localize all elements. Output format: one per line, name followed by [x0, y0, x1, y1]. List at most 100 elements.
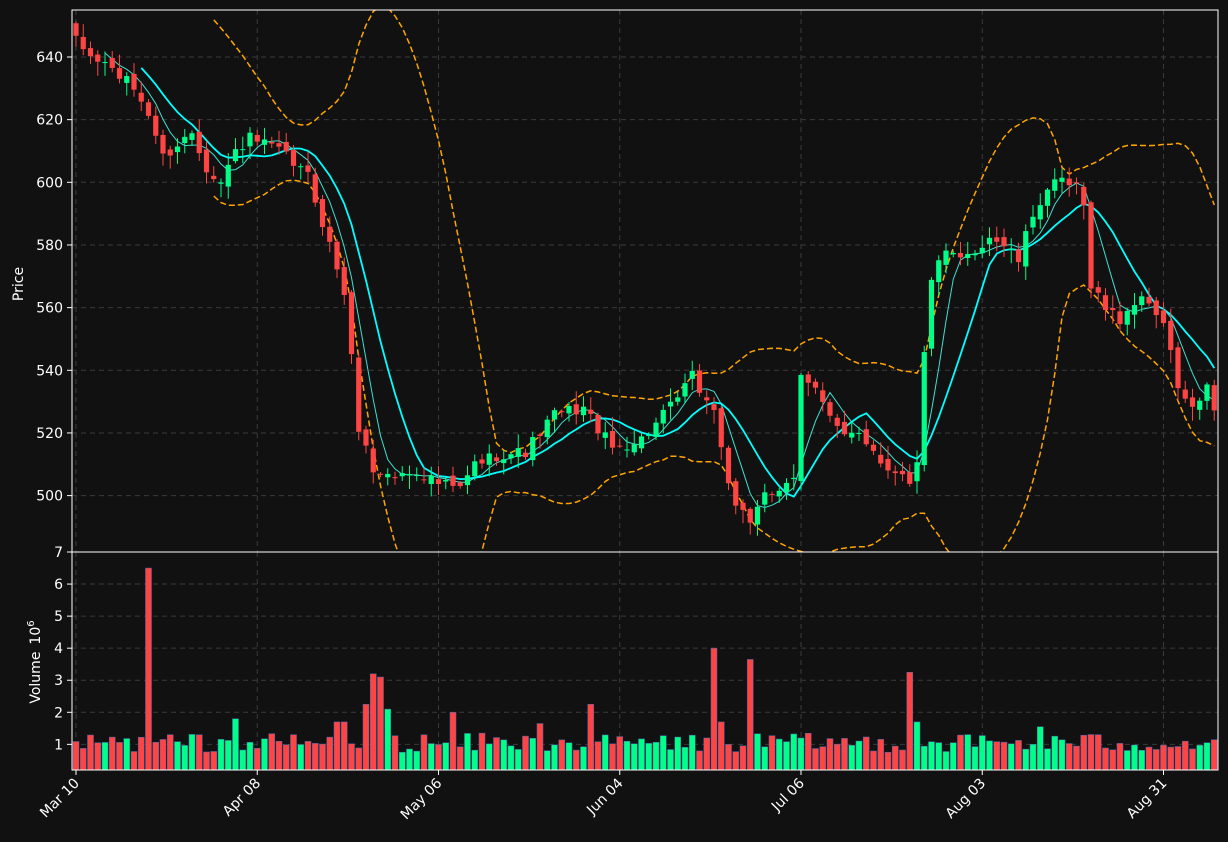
volume-bar — [406, 748, 413, 770]
volume-bar — [275, 740, 283, 770]
volume-bar — [485, 743, 493, 770]
volume-axis-label-spacer: 10 — [28, 627, 44, 645]
volume-bar — [906, 671, 914, 770]
volume-bar — [978, 735, 986, 770]
candle-body — [566, 405, 572, 414]
candle-body — [1044, 189, 1051, 206]
candle-body — [254, 135, 260, 142]
volume-bar — [841, 738, 848, 770]
price-axis-label: Price — [11, 267, 27, 301]
candle-body — [174, 146, 181, 153]
volume-bar — [674, 736, 682, 770]
candle-body — [414, 475, 420, 477]
candle-body — [515, 448, 521, 457]
volume-bar — [1102, 747, 1109, 770]
volume-bar — [94, 742, 102, 770]
volume-bar — [587, 704, 595, 770]
candle-body — [791, 477, 797, 480]
candle-body — [109, 58, 115, 68]
candles — [73, 21, 1217, 536]
volume-bar — [746, 659, 754, 770]
volume-bar — [1015, 740, 1022, 770]
candle-body — [247, 132, 253, 147]
volume-bar — [195, 734, 203, 770]
volume-bar — [159, 739, 167, 770]
volume-bar — [1109, 749, 1117, 770]
candle-body — [290, 150, 297, 166]
volume-bar — [710, 647, 718, 770]
candle-body — [689, 370, 695, 379]
volume-bar — [522, 735, 529, 770]
volume-bar — [362, 704, 370, 770]
volume-bar — [311, 743, 319, 770]
volume-bar — [130, 751, 138, 770]
price-tick-label: 520 — [36, 426, 63, 442]
volume-tick-label: 4 — [54, 641, 63, 657]
volume-bar — [123, 738, 131, 770]
volume-bar — [804, 732, 812, 770]
volume-bar — [652, 741, 660, 770]
candle-body — [87, 48, 94, 57]
volume-bar — [913, 721, 921, 770]
candle-body — [443, 479, 449, 482]
volume-bar — [261, 738, 268, 770]
candle-body — [1008, 248, 1014, 250]
candle-body — [1189, 397, 1196, 407]
volume-bar — [659, 735, 667, 770]
volume-bar — [761, 746, 769, 770]
volume-bar — [1080, 734, 1088, 770]
volume-bar — [783, 741, 790, 770]
volume-bar — [580, 746, 587, 770]
volume-bar — [232, 718, 239, 770]
volume-bar — [108, 736, 116, 770]
volume-tick-label: 5 — [54, 609, 63, 625]
candle-body — [472, 461, 478, 477]
volume-bar — [145, 567, 152, 770]
candle-body — [457, 482, 463, 487]
volume-bar — [1152, 749, 1160, 770]
volume-bar — [1022, 748, 1030, 770]
candle-body — [660, 409, 666, 424]
volume-bar — [572, 749, 580, 770]
volume-bar — [529, 738, 537, 770]
candle-body — [327, 226, 333, 242]
volume-bar — [681, 747, 689, 770]
volume-bar — [812, 748, 819, 770]
volume-bar — [1058, 739, 1066, 770]
volume-bar — [1036, 726, 1044, 770]
candle-body — [218, 182, 224, 184]
volume-bar — [253, 747, 261, 770]
volume-bar — [1145, 746, 1153, 770]
volume-bar — [87, 734, 94, 770]
candle-body — [863, 429, 869, 445]
candle-body — [928, 279, 935, 349]
volume-bar — [377, 676, 384, 770]
volume-bar — [536, 723, 544, 770]
volume-bar — [1000, 741, 1008, 770]
volume-bar — [551, 744, 558, 770]
volume-bar — [340, 721, 348, 770]
candle-body — [240, 149, 246, 151]
candle-body — [885, 458, 891, 471]
volume-bar — [891, 745, 899, 770]
candle-body — [841, 421, 848, 435]
volume-bar — [848, 744, 856, 770]
candle-body — [138, 92, 144, 102]
candle-body — [776, 490, 782, 497]
volume-bar — [899, 749, 906, 770]
candle-body — [95, 54, 101, 62]
volume-bar — [1087, 734, 1095, 770]
candle-body — [1160, 310, 1167, 324]
volume-bar — [348, 743, 355, 770]
volume-bar — [688, 734, 696, 770]
volume-bar — [166, 734, 174, 770]
volume-bar — [1065, 743, 1073, 770]
candle-body — [653, 422, 659, 437]
candle-body — [1073, 182, 1080, 184]
volume-bar — [456, 746, 464, 770]
candle-body — [421, 479, 427, 481]
candle-body — [124, 76, 130, 83]
volume-bar — [1029, 744, 1037, 770]
candle-body — [827, 402, 833, 416]
volume-bar — [616, 736, 624, 770]
